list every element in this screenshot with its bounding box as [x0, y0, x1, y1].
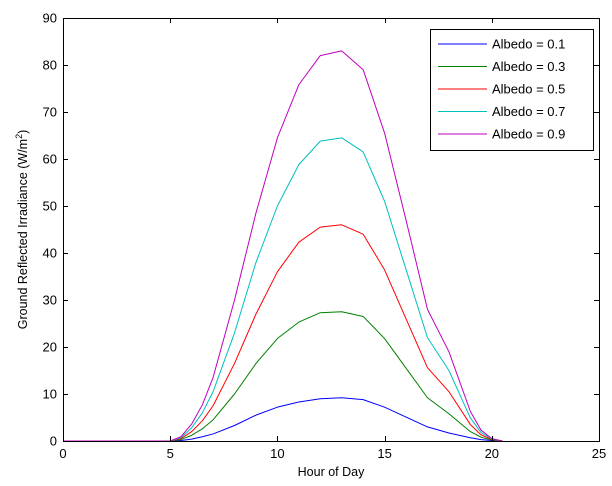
- legend-label: Albedo = 0.1: [492, 37, 565, 52]
- x-axis-ticks: 0 5 10 15 20 25: [59, 18, 606, 461]
- legend-label: Albedo = 0.5: [492, 82, 565, 97]
- y-tick-label: 90: [43, 11, 57, 26]
- y-tick-label: 30: [43, 293, 57, 308]
- series-layer: [63, 50, 503, 442]
- y-axis-label-main: Ground Reflected Irradiance (W/m: [16, 139, 30, 329]
- y-tick-label: 80: [43, 58, 57, 73]
- legend-label: Albedo = 0.3: [492, 59, 565, 74]
- series-line-albedo-2: [63, 311, 503, 442]
- series-line-albedo-5: [63, 50, 503, 442]
- y-axis-label-suffix: ): [16, 130, 30, 134]
- y-axis-ticks: 0 10 20 30 40 50 60 70 80 90: [43, 11, 599, 449]
- plot-frame: [63, 18, 600, 442]
- y-tick-label: 60: [43, 152, 57, 167]
- x-tick-label: 5: [167, 446, 174, 461]
- y-tick-label: 40: [43, 246, 57, 261]
- legend-label: Albedo = 0.9: [492, 127, 565, 142]
- x-tick-label: 20: [485, 446, 499, 461]
- legend-box: [430, 29, 594, 151]
- y-tick-label: 10: [43, 387, 57, 402]
- y-tick-label: 0: [50, 434, 57, 449]
- x-axis-label: Hour of Day: [298, 465, 365, 479]
- y-tick-label: 70: [43, 105, 57, 120]
- legend-label: Albedo = 0.7: [492, 104, 565, 119]
- legend-items: Albedo = 0.1 Albedo = 0.3 Albedo = 0.5 Albe…: [438, 37, 565, 142]
- y-axis-label-superscript: 2: [14, 134, 24, 139]
- series-line-albedo-3: [63, 224, 503, 442]
- series-line-albedo-1: [63, 397, 503, 442]
- x-tick-label: 10: [270, 446, 284, 461]
- x-tick-label: 0: [59, 446, 66, 461]
- series-line-albedo-4: [63, 137, 503, 442]
- y-tick-label: 20: [43, 340, 57, 355]
- y-tick-label: 50: [43, 199, 57, 214]
- x-tick-label: 15: [377, 446, 391, 461]
- y-axis-label: Ground Reflected Irradiance (W/m2): [14, 130, 30, 330]
- legend: Albedo = 0.1 Albedo = 0.3 Albedo = 0.5 Albe…: [430, 29, 594, 151]
- x-tick-label: 25: [592, 446, 606, 461]
